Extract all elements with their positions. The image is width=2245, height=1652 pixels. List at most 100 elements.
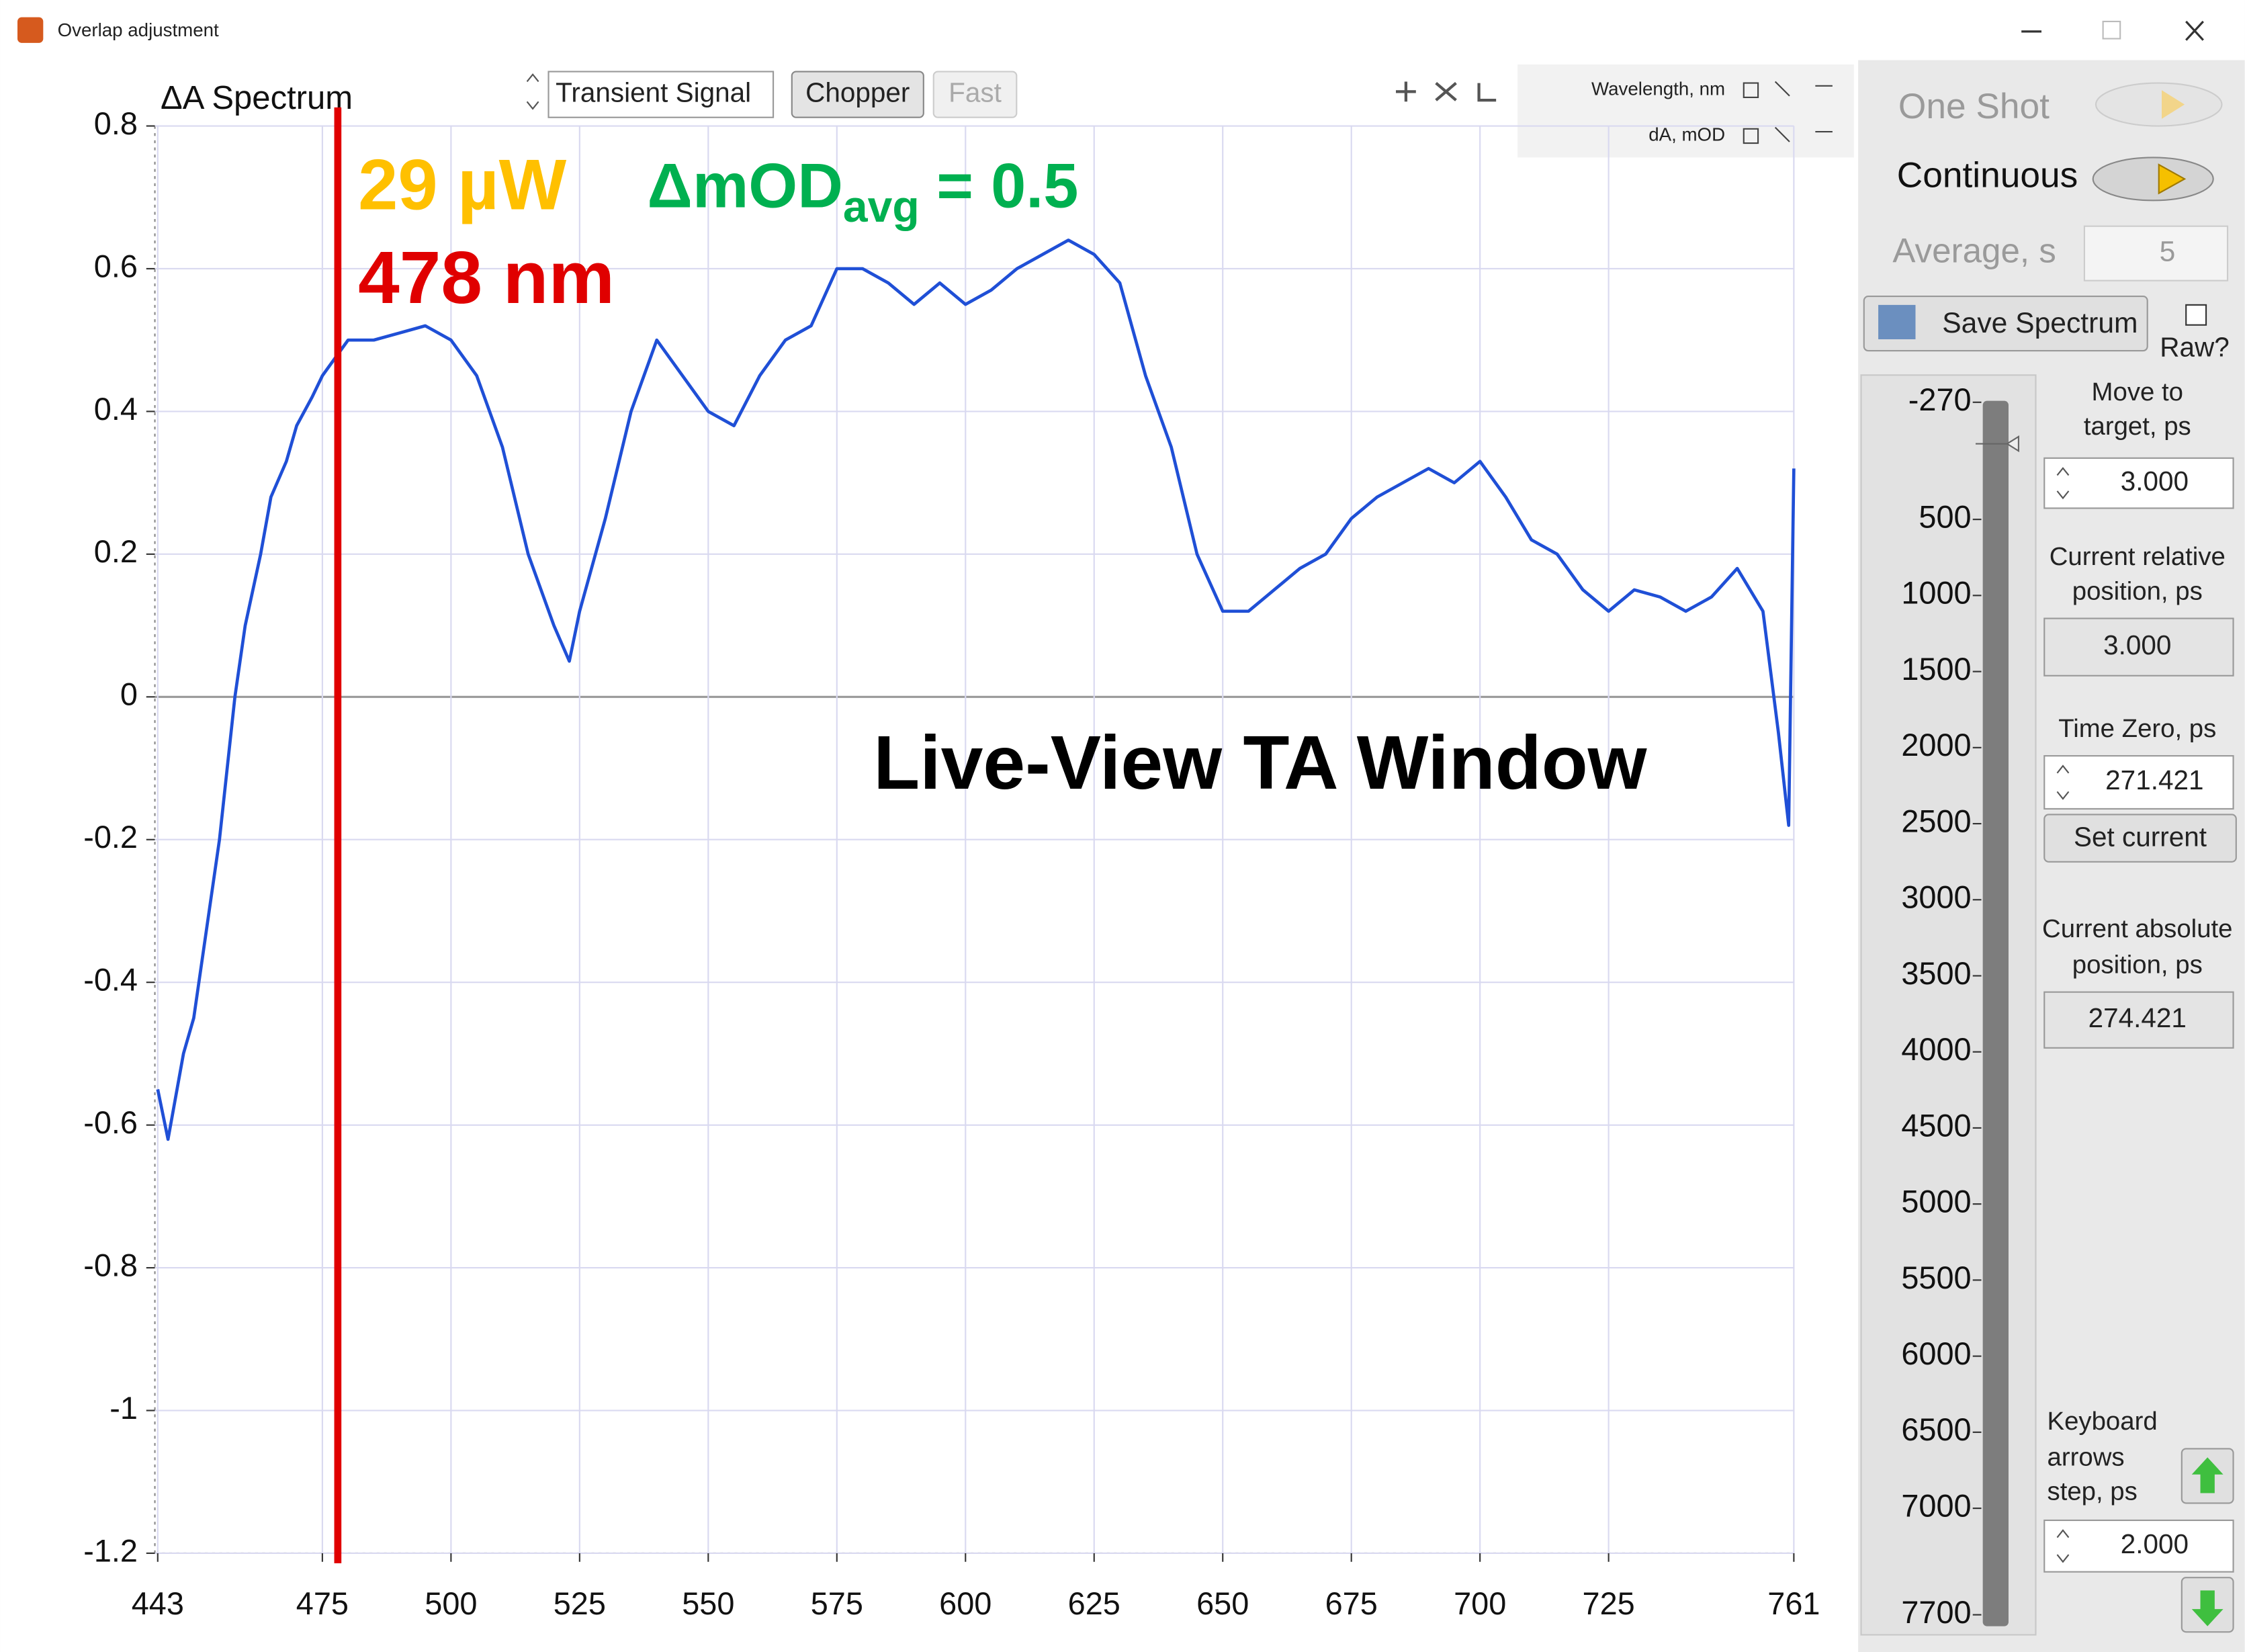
power-annotation: 29 µW [358, 145, 566, 225]
y-tick-label: 0.6 [94, 249, 138, 284]
stage-tick-label: 4500 [1901, 1108, 1971, 1143]
set-current-button[interactable] [2043, 814, 2237, 863]
set-current-text: Set current [2074, 821, 2207, 852]
field-label: arrows [2048, 1442, 2125, 1471]
field-box [2043, 617, 2234, 677]
continuous-icon [2158, 163, 2187, 195]
stage-tick-label: 4000 [1901, 1032, 1971, 1067]
x-tick-label: 700 [1454, 1586, 1506, 1621]
field-label: Current relative [2050, 542, 2226, 571]
field-box[interactable] [2043, 755, 2234, 810]
chopper-button[interactable] [791, 71, 924, 118]
stage-tick-label: 7700 [1901, 1595, 1971, 1630]
stage-tick-label: 6000 [1901, 1336, 1971, 1371]
x-tick-label: 500 [425, 1586, 477, 1621]
one-shot-icon [2161, 90, 2185, 119]
position-fields: Move to target, ps 3.000 Current relative po… [2042, 378, 2234, 1573]
one-shot-toggle[interactable] [2095, 82, 2223, 127]
stage-tick-label: 2500 [1901, 803, 1971, 838]
signal-text: Transient Signal [556, 77, 751, 107]
field-value: 274.421 [2088, 1002, 2187, 1033]
field-label: target, ps [2084, 412, 2191, 441]
field-value: 3.000 [2121, 466, 2189, 496]
field-box[interactable] [2043, 1519, 2234, 1573]
y-tick-label: -0.4 [83, 963, 138, 998]
continuous-label: Continuous [1897, 155, 2078, 195]
stage-tick-label: 1500 [1901, 652, 1971, 687]
x-tick-label: 600 [939, 1586, 992, 1621]
stage-tick-label: 7000 [1901, 1488, 1971, 1523]
field-label: Keyboard [2048, 1407, 2158, 1436]
y-tick-label: -0.8 [83, 1248, 138, 1283]
step-down-icon [2191, 1590, 2224, 1626]
field-box [2043, 991, 2234, 1049]
delta-mod-sub: avg [843, 182, 920, 232]
x-tick-label: 625 [1068, 1586, 1120, 1621]
stage-track [1982, 400, 2009, 1626]
stage-tick-label: 3500 [1901, 956, 1971, 991]
average-input[interactable] [2083, 225, 2229, 281]
app-icon [17, 17, 44, 43]
y-tick-label: -1 [109, 1391, 138, 1426]
field-value: 271.421 [2105, 765, 2203, 795]
overlay-label: Live-View TA Window [873, 720, 1647, 805]
fast-button[interactable] [932, 71, 1018, 118]
stage-scale: -270 500 1000 1500 2000 2500 3000 3500 4000 4500 5… [1901, 382, 1982, 1630]
y-tick-label: 0.2 [94, 534, 138, 569]
field-spinner[interactable] [2056, 1529, 2070, 1563]
scale-tools[interactable] [1743, 81, 1833, 144]
save-button[interactable] [1863, 296, 2148, 352]
x-tick-label: 575 [811, 1586, 863, 1621]
plot-label: ΔA Spectrum [161, 80, 353, 116]
average-value: 5 [2160, 235, 2176, 267]
stage-tick-label: 2000 [1901, 728, 1971, 763]
x-tick-label: 675 [1325, 1586, 1378, 1621]
y-unit: dA, mOD [1648, 124, 1725, 145]
stage-thumb[interactable] [1975, 435, 2019, 453]
plot: 0.8 0.6 0.4 0.2 0 -0.2 -0.4 -0.6 -0.8 -1 -1.2 443 47… [83, 106, 1820, 1621]
field-spinner[interactable] [2056, 467, 2070, 500]
field-box[interactable] [2043, 457, 2234, 509]
field-label: step, ps [2048, 1477, 2138, 1506]
stage-tick-label: 1000 [1901, 576, 1971, 611]
y-tick-label: -1.2 [83, 1533, 138, 1568]
field-label: Time Zero, ps [2058, 714, 2216, 743]
spectrum-line [156, 238, 1796, 1141]
field-value: 3.000 [2103, 629, 2171, 660]
one-shot-label: One Shot [1898, 87, 2050, 126]
delta-mod-rest: = 0.5 [936, 150, 1078, 220]
y-tick-label: -0.2 [83, 820, 138, 855]
y-tick-label: -0.6 [83, 1105, 138, 1140]
spinner[interactable] [526, 73, 539, 110]
y-tick-label: 0.8 [94, 106, 138, 141]
stage-tick-label: 6500 [1901, 1412, 1971, 1447]
fast-text: Fast [949, 77, 1002, 107]
step-up-icon [2191, 1457, 2224, 1493]
stage-tick-label: 5500 [1901, 1260, 1971, 1295]
field-label: Move to [2092, 378, 2183, 406]
marker-label: 478 nm [358, 236, 615, 319]
stage-tick-label: -270 [1908, 382, 1972, 417]
average-label: Average, s [1892, 232, 2056, 270]
delta-mod-annotation: ΔmODavg = 0.5 [648, 150, 1079, 232]
x-tick-label: 525 [554, 1586, 606, 1621]
signal-select[interactable] [547, 71, 775, 118]
x-tick-label: 761 [1767, 1586, 1820, 1621]
scale-legend [1517, 64, 1854, 158]
continuous-toggle[interactable] [2092, 157, 2214, 202]
x-tick-label: 443 [132, 1586, 184, 1621]
field-spinner[interactable] [2056, 765, 2070, 800]
y-tick-label: 0.4 [94, 392, 138, 427]
title-bar [0, 0, 2245, 60]
chopper-text: Chopper [805, 77, 910, 107]
close[interactable] [2185, 20, 2204, 41]
x-tick-label: 475 [296, 1586, 349, 1621]
raw-checkbox[interactable] [2185, 304, 2207, 326]
chart-panel [0, 60, 1859, 1652]
delta-mod: ΔmOD [648, 150, 843, 220]
graph-tools[interactable] [1395, 81, 1497, 102]
y-tick-label: 0 [120, 677, 138, 712]
x-tick-label: 725 [1583, 1586, 1635, 1621]
maximize[interactable] [2102, 20, 2121, 40]
